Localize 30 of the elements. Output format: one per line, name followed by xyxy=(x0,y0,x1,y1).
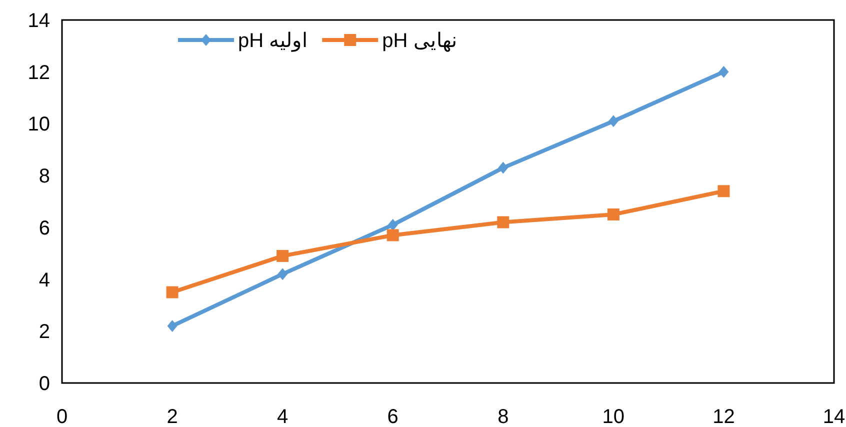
y-tick-label: 12 xyxy=(28,62,50,84)
x-tick-label: 14 xyxy=(822,406,846,427)
y-tick-label: 6 xyxy=(38,217,50,240)
x-tick-label: 4 xyxy=(277,406,288,427)
x-tick-label: 2 xyxy=(166,406,178,427)
legend-label: pH اولیه xyxy=(238,30,308,52)
point xyxy=(167,320,178,332)
point xyxy=(278,268,288,280)
x-tick-label: 0 xyxy=(56,406,68,427)
point xyxy=(608,115,618,128)
point xyxy=(166,286,178,298)
y-tick-label: 14 xyxy=(28,10,50,32)
x-tick-label: 8 xyxy=(498,406,509,427)
point xyxy=(498,162,508,174)
point xyxy=(386,229,399,242)
point xyxy=(388,218,398,231)
y-tick-label: 8 xyxy=(38,166,50,188)
point xyxy=(607,208,620,220)
y-tick-label: 2 xyxy=(38,321,50,344)
x-tick-label: 12 xyxy=(712,406,735,427)
y-tick-label: 10 xyxy=(28,114,50,136)
point xyxy=(718,185,730,198)
point xyxy=(276,250,289,262)
y-tick-label: 0 xyxy=(38,373,50,395)
x-tick-label: 6 xyxy=(387,406,398,427)
x-tick-label: 10 xyxy=(602,406,625,427)
y-tick-label: 4 xyxy=(38,269,50,292)
point xyxy=(497,216,510,228)
point xyxy=(718,66,729,78)
legend-label: pH نهایی xyxy=(382,30,458,52)
